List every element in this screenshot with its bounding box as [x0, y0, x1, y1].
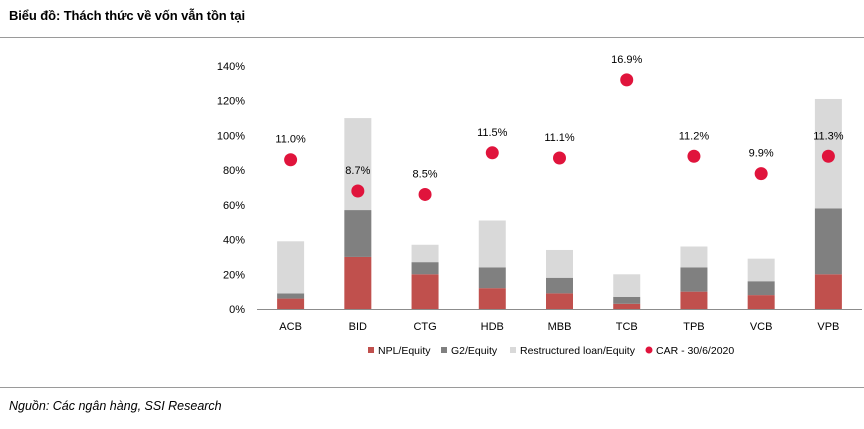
x-tick-label: CTG: [413, 321, 436, 333]
npl-bar: [344, 256, 372, 309]
legend-g2-label: G2/Equity: [451, 345, 498, 357]
car-point: [485, 146, 499, 160]
y-tick-label: 80%: [223, 165, 245, 177]
y-tick-label: 140%: [217, 61, 245, 73]
g2-bar: [546, 277, 573, 294]
x-tick-label: VPB: [817, 321, 839, 333]
chart-title: Biểu đồ: Thách thức về vốn vẫn tồn tại: [9, 8, 246, 23]
y-tick-label: 0%: [229, 304, 245, 316]
restructured-bar: [546, 249, 573, 278]
legend-restructured-swatch: [510, 347, 516, 353]
car-data-label: 8.7%: [345, 165, 370, 177]
car-point: [418, 187, 432, 201]
bars-layer: [277, 98, 842, 309]
car-point: [553, 151, 566, 165]
legend-g2-swatch: [441, 347, 447, 353]
car-point: [351, 184, 365, 198]
car-data-label: 16.9%: [611, 54, 642, 66]
bottom-divider: [0, 387, 864, 388]
source-note: Nguồn: Các ngân hàng, SSI Research: [9, 399, 222, 413]
y-tick-label: 60%: [223, 200, 245, 212]
x-tick-label: HDB: [481, 321, 504, 333]
restructured-bar: [680, 246, 708, 268]
restructured-bar: [747, 258, 775, 282]
npl-bar: [814, 274, 842, 309]
legend-npl-swatch: [368, 347, 374, 353]
npl-bar: [613, 303, 641, 309]
x-tick-label: TPB: [683, 321, 704, 333]
y-tick-label: 100%: [217, 130, 245, 142]
legend-car-label: CAR - 30/6/2020: [656, 345, 734, 357]
car-data-label: 9.9%: [749, 148, 774, 160]
g2-bar: [344, 210, 372, 257]
g2-bar: [613, 296, 641, 304]
g2-bar: [478, 267, 506, 289]
g2-bar: [680, 267, 708, 292]
car-point: [754, 167, 768, 181]
x-tick-label: BID: [349, 321, 367, 333]
car-data-label: 11.0%: [275, 134, 306, 146]
x-tick-label: MBB: [548, 321, 572, 333]
x-tick-label: VCB: [750, 321, 773, 333]
car-data-label: 11.1%: [544, 132, 575, 144]
g2-bar: [277, 293, 305, 299]
restructured-bar: [411, 244, 439, 263]
car-data-label: 11.2%: [679, 130, 710, 142]
car-point: [687, 149, 701, 163]
y-tick-label: 40%: [223, 235, 245, 247]
restructured-bar: [478, 220, 506, 268]
legend-restructured-label: Restructured loan/Equity: [520, 345, 636, 357]
x-tick-label: TCB: [616, 321, 638, 333]
x-tick-label: ACB: [279, 321, 302, 333]
npl-bar: [747, 295, 775, 309]
stacked-bar-chart: 0% 20% 40% 60% 80% 100% 120% 140% ACB BID CTG HDB M…: [217, 54, 862, 357]
car-overlay: 11.0% 8.7% 8.5% 11.5% 11.1% 16.9% 11.2% 9.9% 11.…: [275, 54, 844, 201]
npl-bar: [478, 288, 506, 309]
legend-npl-label: NPL/Equity: [378, 345, 431, 357]
car-data-label: 11.3%: [813, 130, 844, 142]
car-data-label: 11.5%: [477, 127, 508, 139]
y-tick-label: 120%: [217, 96, 245, 108]
car-data-label: 8.5%: [413, 168, 438, 180]
npl-bar: [546, 293, 573, 309]
npl-bar: [680, 291, 708, 309]
legend-car-swatch: [645, 346, 653, 354]
top-divider: [0, 37, 864, 38]
restructured-bar: [277, 241, 305, 294]
car-point: [620, 73, 634, 87]
car-point: [284, 153, 298, 167]
y-tick-label: 20%: [223, 269, 245, 281]
car-point: [821, 149, 835, 163]
g2-bar: [747, 281, 775, 296]
legend: NPL/Equity G2/Equity Restructured loan/Equ…: [368, 345, 734, 357]
restructured-bar: [613, 274, 641, 297]
x-axis: ACB BID CTG HDB MBB TCB TPB VCB VPB: [257, 309, 862, 333]
g2-bar: [814, 208, 842, 275]
npl-bar: [411, 274, 439, 309]
y-axis: 0% 20% 40% 60% 80% 100% 120% 140%: [217, 61, 245, 316]
npl-bar: [277, 298, 305, 309]
g2-bar: [411, 262, 439, 275]
